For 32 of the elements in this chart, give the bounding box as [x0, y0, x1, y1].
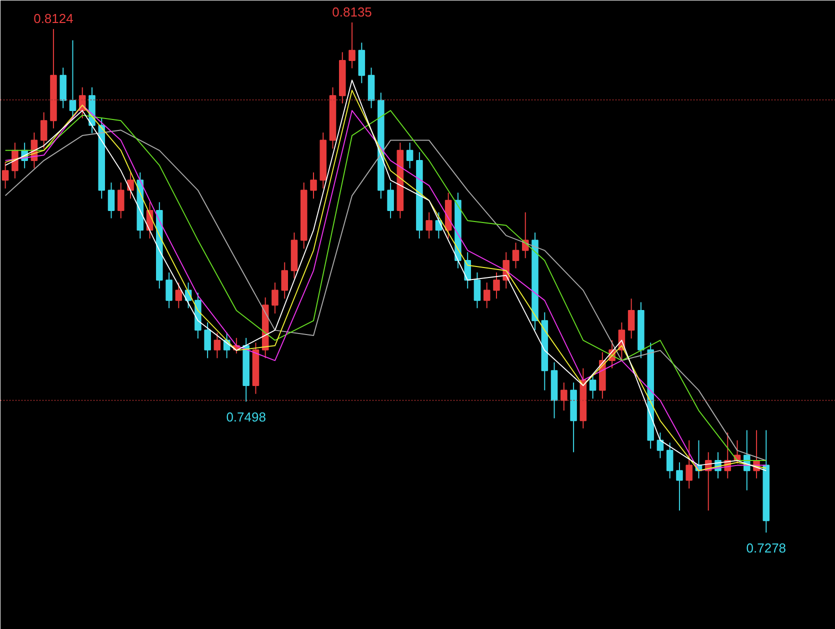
candlestick — [2, 162, 9, 190]
candlestick — [426, 212, 432, 240]
candlestick — [676, 462, 683, 512]
candlestick — [493, 272, 500, 300]
candlestick — [666, 442, 674, 479]
candlestick — [387, 182, 394, 219]
candlestick — [117, 182, 124, 219]
candlestick — [108, 182, 115, 219]
candlestick — [589, 374, 596, 400]
candlestick — [272, 282, 278, 314]
candlestick — [310, 172, 317, 200]
candlestick — [483, 282, 490, 309]
candlestick — [214, 332, 221, 359]
candlestick — [281, 262, 288, 300]
candlestick — [204, 322, 211, 359]
candlestick — [560, 382, 568, 412]
candlestick — [628, 298, 635, 340]
candlestick — [656, 432, 664, 459]
candlestick — [474, 272, 481, 309]
annotation: 0.8135 — [332, 4, 372, 20]
candlestick — [127, 172, 134, 200]
annotation: 0.7278 — [746, 540, 786, 556]
candlestick — [69, 40, 76, 119]
candlestick — [166, 272, 172, 309]
candlestick — [686, 440, 692, 490]
candlestick — [406, 142, 414, 169]
annotation: 0.8124 — [34, 10, 74, 26]
candlestick — [40, 112, 48, 150]
candlestick — [512, 242, 520, 269]
annotation: 0.7498 — [226, 410, 266, 425]
candlestick — [175, 282, 182, 309]
candlestick — [348, 22, 356, 69]
